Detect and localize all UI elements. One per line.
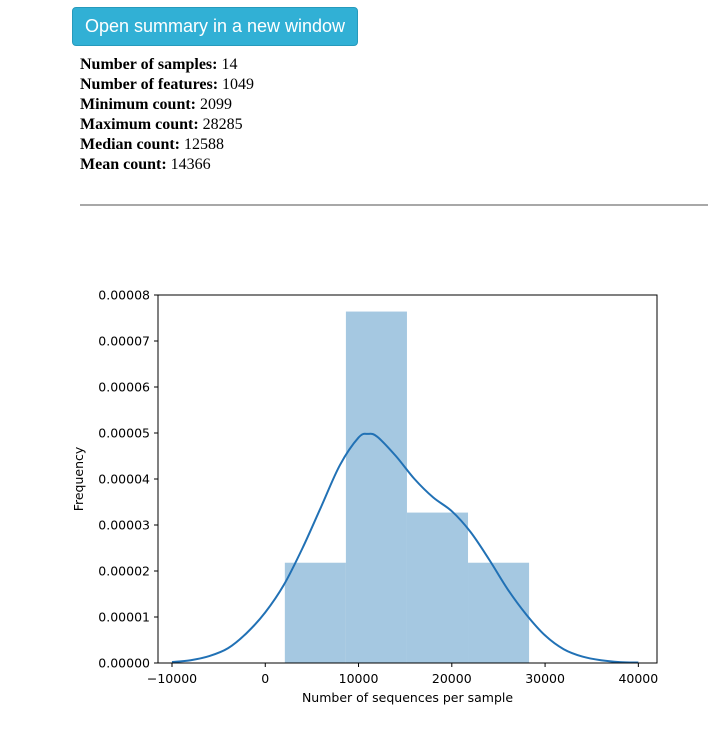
stat-value: 1049 — [222, 76, 255, 93]
y-tick-label: 0.00000 — [98, 656, 150, 671]
y-tick-label: 0.00005 — [98, 426, 150, 441]
x-axis-label: Number of sequences per sample — [302, 690, 513, 705]
stat-mean: Mean count: 14366 — [80, 155, 254, 175]
y-tick-label: 0.00003 — [98, 518, 150, 533]
x-tick-label: 40000 — [618, 671, 658, 686]
stat-label: Minimum count: — [80, 96, 196, 113]
histogram-bar — [468, 562, 530, 663]
stat-label: Maximum count: — [80, 116, 199, 133]
open-summary-button[interactable]: Open summary in a new window — [72, 7, 358, 46]
stat-value: 14 — [221, 56, 238, 73]
y-tick-label: 0.00007 — [98, 334, 150, 349]
stat-value: 2099 — [200, 96, 232, 113]
x-tick-label: 30000 — [525, 671, 565, 686]
stat-value: 14366 — [170, 156, 211, 173]
stat-value: 28285 — [202, 116, 243, 133]
stat-label: Number of features: — [80, 76, 219, 93]
stat-value: 12588 — [184, 136, 224, 153]
x-tick-label: 10000 — [339, 671, 379, 686]
stat-min: Minimum count: 2099 — [80, 95, 254, 115]
y-tick-label: 0.00001 — [98, 610, 150, 625]
stat-label: Number of samples: — [80, 56, 218, 73]
y-tick-label: 0.00008 — [98, 288, 150, 303]
summary-stats: Number of samples: 14 Number of features… — [80, 55, 254, 175]
histogram-bar — [406, 512, 469, 663]
divider — [80, 204, 708, 206]
kde-line — [171, 432, 639, 664]
x-tick-label: 20000 — [432, 671, 472, 686]
x-tick-label: 0 — [261, 671, 269, 686]
stat-samples: Number of samples: 14 — [80, 55, 254, 75]
y-axis-label: Frequency — [71, 446, 86, 511]
stat-median: Median count: 12588 — [80, 135, 254, 155]
y-tick-label: 0.00004 — [98, 472, 150, 487]
stat-max: Maximum count: 28285 — [80, 115, 254, 135]
y-tick-label: 0.00006 — [98, 380, 150, 395]
stat-features: Number of features: 1049 — [80, 75, 254, 95]
stat-label: Mean count: — [80, 156, 167, 173]
y-tick-label: 0.00002 — [98, 564, 150, 579]
x-tick-label: −10000 — [147, 671, 197, 686]
histogram-bar — [284, 562, 346, 663]
stat-label: Median count: — [80, 136, 180, 153]
histogram-bar — [345, 311, 407, 663]
